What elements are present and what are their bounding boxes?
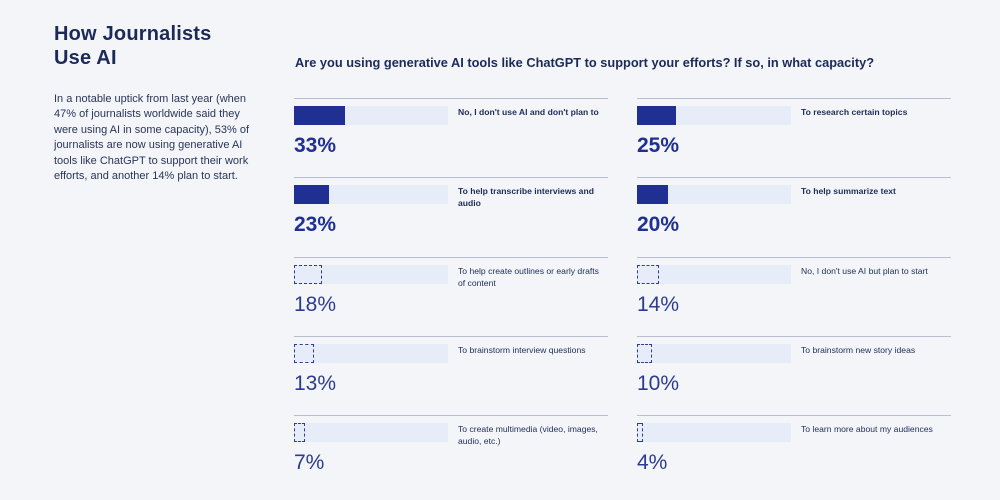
percentage-label: 33% bbox=[294, 134, 337, 157]
chart-title: Are you using generative AI tools like C… bbox=[295, 55, 875, 70]
percentage-label: 18% bbox=[294, 293, 337, 316]
chart-item-4: To help summarize text 20% bbox=[637, 177, 951, 256]
percentage-label: 7% bbox=[294, 451, 325, 474]
chart-item-10: To learn more about my audiences 4% bbox=[637, 415, 951, 494]
chart-item-5: To help create outlines or early drafts … bbox=[294, 257, 608, 336]
chart-item-3: To help transcribe interviews and audio 2… bbox=[294, 177, 608, 256]
bar-fill-6 bbox=[637, 265, 659, 284]
chart-item-2: To research certain topics 25% bbox=[637, 98, 951, 177]
bar-track bbox=[637, 423, 791, 442]
percentage-label: 14% bbox=[637, 293, 680, 316]
bar-track bbox=[637, 185, 791, 204]
percentage-label: 13% bbox=[294, 372, 337, 395]
bar-track bbox=[294, 185, 448, 204]
category-label: To help transcribe interviews and audio bbox=[458, 186, 594, 208]
bar-track bbox=[637, 344, 791, 363]
bar-track bbox=[294, 265, 448, 284]
chart-item-7: To brainstorm interview questions 13% bbox=[294, 336, 608, 415]
bar-track bbox=[294, 344, 448, 363]
percentage-label: 20% bbox=[637, 213, 680, 236]
bar-track bbox=[637, 106, 791, 125]
category-label: To brainstorm new story ideas bbox=[801, 345, 916, 355]
bar-fill-8 bbox=[637, 344, 653, 363]
category-label: No, I don't use AI and don't plan to bbox=[458, 107, 599, 117]
chart-item-8: To brainstorm new story ideas 10% bbox=[637, 336, 951, 415]
percentage-label: 25% bbox=[637, 134, 680, 157]
bar-track bbox=[294, 423, 448, 442]
chart-item-1: No, I don't use AI and don't plan to 33% bbox=[294, 98, 608, 177]
page-title: How Journalists Use AI bbox=[54, 22, 274, 70]
page-description: In a notable uptick from last year (when… bbox=[54, 93, 250, 183]
chart-item-9: To create multimedia (video, images, aud… bbox=[294, 415, 608, 494]
page-title-line-2: Use AI bbox=[54, 47, 117, 69]
percentage-label: 23% bbox=[294, 213, 337, 236]
chart-item-6: No, I don't use AI but plan to start 14% bbox=[637, 257, 951, 336]
bar-fill-9 bbox=[294, 423, 305, 442]
bar-track bbox=[294, 106, 448, 125]
bar-fill-1 bbox=[294, 106, 345, 125]
category-label: To research certain topics bbox=[801, 107, 908, 117]
percentage-label: 4% bbox=[637, 451, 668, 474]
category-label: To help create outlines or early drafts … bbox=[458, 266, 599, 288]
category-label: To help summarize text bbox=[801, 186, 896, 196]
category-label: To brainstorm interview questions bbox=[458, 345, 586, 355]
bar-track bbox=[637, 265, 791, 284]
percentage-label: 10% bbox=[637, 372, 680, 395]
category-label: To create multimedia (video, images, aud… bbox=[458, 424, 598, 446]
page-title-line-1: How Journalists bbox=[54, 23, 212, 45]
bar-fill-3 bbox=[294, 185, 330, 204]
bar-fill-2 bbox=[637, 106, 676, 125]
category-label: No, I don't use AI but plan to start bbox=[801, 266, 928, 276]
bar-fill-10 bbox=[637, 423, 644, 442]
bar-fill-7 bbox=[294, 344, 315, 363]
bar-fill-5 bbox=[294, 265, 322, 284]
bar-fill-4 bbox=[637, 185, 668, 204]
category-label: To learn more about my audiences bbox=[801, 424, 933, 434]
